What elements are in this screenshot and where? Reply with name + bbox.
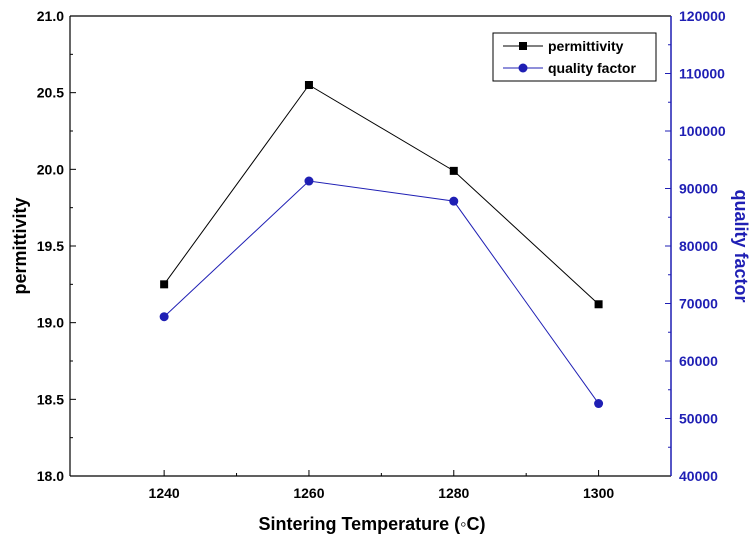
legend-box (492, 32, 657, 82)
series-layer (159, 81, 604, 409)
left-tick-label: 19.5 (37, 238, 64, 254)
right-axis-title: quality factor (731, 189, 750, 302)
left-axis-title: permittivity (10, 197, 30, 294)
legend: permittivity quality factor (492, 32, 657, 82)
series-line-quality-factor (163, 180, 599, 404)
series-line-permittivity (163, 84, 599, 305)
legend-label-quality-factor: quality factor (548, 60, 636, 76)
data-point-quality-factor (449, 196, 459, 206)
right-tick-label: 40000 (679, 468, 718, 484)
left-tick-label: 20.0 (37, 161, 64, 177)
right-tick-label: 120000 (679, 8, 726, 24)
left-tick-label: 21.0 (37, 8, 64, 24)
right-tick-label: 110000 (679, 66, 725, 82)
right-tick-label: 70000 (679, 296, 718, 312)
data-point-permittivity (304, 81, 313, 89)
legend-marker-permittivity (519, 42, 527, 50)
right-tick-label: 80000 (679, 238, 718, 254)
right-tick-label: 90000 (679, 181, 718, 197)
left-tick-label: 20.5 (37, 85, 64, 101)
data-point-quality-factor (159, 312, 169, 322)
bottom-axis-ticks: 1240 1260 1280 1300 (149, 470, 614, 501)
legend-marker-quality-factor (518, 63, 528, 73)
right-tick-label: 50000 (679, 411, 718, 427)
bottom-tick-label: 1280 (438, 485, 469, 501)
data-point-quality-factor (594, 399, 604, 409)
legend-label-permittivity: permittivity (548, 38, 624, 54)
data-point-permittivity (594, 300, 603, 309)
x-axis-title: Sintering Temperature (◦C) (258, 514, 485, 534)
left-tick-label: 18.0 (37, 468, 64, 484)
bottom-tick-label: 1300 (583, 485, 614, 501)
data-point-permittivity (449, 166, 458, 175)
right-tick-label: 100000 (679, 123, 726, 139)
bottom-tick-label: 1240 (149, 485, 180, 501)
right-tick-label: 60000 (679, 353, 718, 369)
right-axis-ticks: 40000 50000 60000 70000 80000 90000 100000 1100… (665, 8, 726, 484)
left-tick-label: 19.0 (37, 315, 64, 331)
left-tick-label: 18.5 (37, 391, 64, 407)
data-point-quality-factor (304, 176, 314, 186)
data-point-permittivity (160, 280, 169, 289)
bottom-tick-label: 1260 (293, 485, 324, 501)
frame-layer (69, 15, 672, 477)
